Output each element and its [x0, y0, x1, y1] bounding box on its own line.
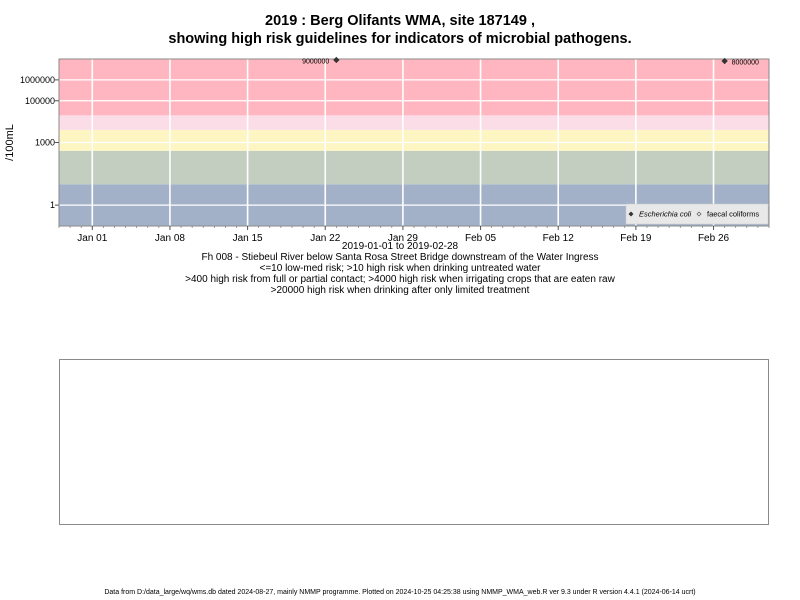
legend-marker-1: [696, 211, 702, 217]
data-point-0-0: [333, 56, 340, 64]
data-point-0-1: [721, 57, 728, 65]
x-tick-label-5: Feb 05: [465, 233, 497, 244]
y-axis-label: /100mL: [4, 124, 16, 161]
chart-title-line1: 2019 : Berg Olifants WMA, site 187149 ,: [265, 13, 535, 29]
chart-title: 2019 : Berg Olifants WMA, site 187149 , …: [0, 12, 800, 48]
x-tick-label-7: Feb 19: [620, 233, 652, 244]
x-tick-label-0: Jan 01: [77, 233, 107, 244]
y-tick-label-1: 1000: [35, 138, 55, 148]
guideline-3: >20000 high risk when drinking after onl…: [270, 285, 530, 296]
x-tick-label-6: Feb 12: [543, 233, 575, 244]
guideline-1: <=10 low-med risk; >10 high risk when dr…: [259, 263, 541, 274]
x-tick-label-2: Jan 15: [233, 233, 263, 244]
x-tick-label-4: Jan 29: [388, 233, 418, 244]
chart-title-line2: showing high risk guidelines for indicat…: [168, 31, 632, 47]
empty-plot-panel: [59, 359, 769, 525]
footer-note: Data from D:/data_large/wq/wms.db dated …: [104, 589, 696, 596]
risk-band-2: [59, 129, 769, 151]
data-label-0-0: 9000000: [302, 58, 329, 65]
date-range: 2019-01-01 to 2019-02-28: [341, 241, 459, 252]
chart-captions: 2019-01-01 to 2019-02-28 Fh 008 - Stiebe…: [0, 241, 800, 296]
y-axis: 1 1000 100000 1000000: [20, 75, 59, 210]
data-points: 9000000 8000000: [302, 56, 759, 67]
guideline-2: >400 high risk from full or partial cont…: [185, 274, 615, 285]
legend-label-1: faecal coliforms: [707, 210, 759, 219]
risk-band-3: [59, 115, 769, 130]
data-label-0-1: 8000000: [732, 60, 759, 67]
y-tick-label-3: 1000000: [20, 75, 55, 85]
gridlines: [59, 59, 769, 226]
x-tick-label-1: Jan 08: [155, 233, 185, 244]
x-tick-label-3: Jan 22: [310, 233, 340, 244]
y-tick-label-0: 1: [50, 200, 55, 210]
risk-band-4: [59, 59, 769, 116]
x-tick-label-8: Feb 26: [698, 233, 730, 244]
risk-bands: [59, 59, 769, 226]
site-description: Fh 008 - Stiebeul River below Santa Rosa…: [201, 252, 599, 263]
legend-label-0: Escherichia coli: [639, 210, 691, 219]
legend: Escherichia coli faecal coliforms: [625, 203, 769, 225]
y-tick-label-2: 100000: [25, 96, 55, 106]
risk-band-1: [59, 150, 769, 185]
legend-marker-0: [628, 211, 634, 217]
x-axis: Jan 01 Jan 08 Jan 15 Jan 22 Jan 29 Feb 05 Feb …: [58, 226, 770, 244]
